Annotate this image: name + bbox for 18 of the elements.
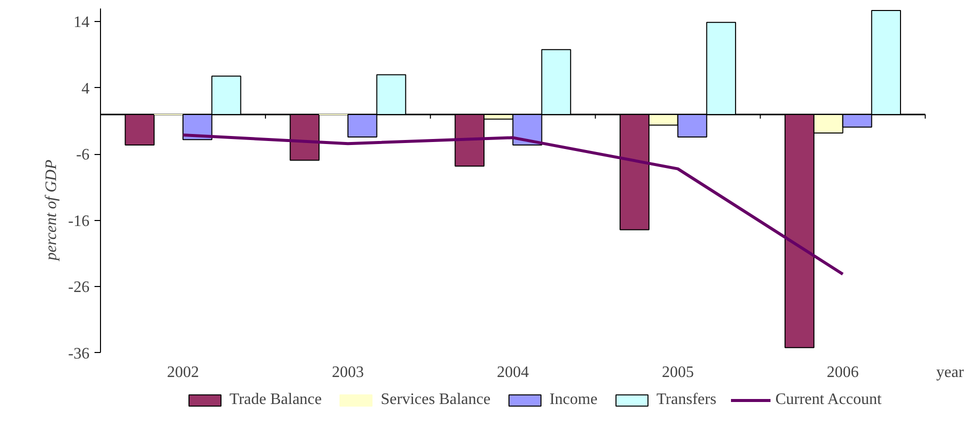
legend-label: Services Balance [380,391,490,409]
x-axis-title: year [936,364,964,381]
y-tick-label: 14 [74,14,90,32]
y-tick-label: -36 [68,345,90,362]
y-tick-label: -26 [68,279,90,296]
legend-label: Transfers [656,391,716,409]
y-tick-label: -6 [76,146,90,164]
y-tick-label: -16 [68,212,90,230]
x-tick-label: 2004 [496,364,529,381]
x-tick-label: 2005 [662,364,694,381]
legend-label: Income [549,391,598,409]
x-tick-label: 2006 [826,364,859,381]
y-tick-label: 4 [82,80,90,98]
legend-label: Current Account [775,391,882,409]
legend-label: Trade Balance [229,391,322,409]
x-tick-label: 2003 [332,364,364,381]
y-axis-title: percent of GDP [43,159,60,262]
x-tick-label: 2002 [166,364,199,381]
